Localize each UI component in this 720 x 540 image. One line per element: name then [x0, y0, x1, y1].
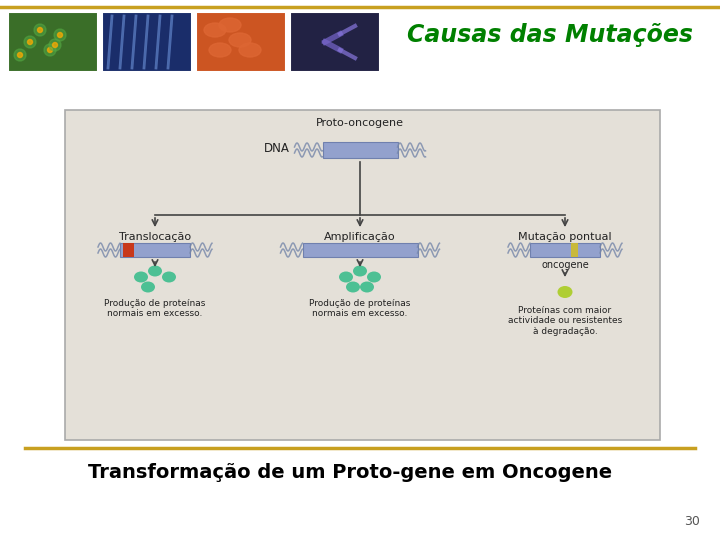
Text: Causas das Mutações: Causas das Mutações — [407, 23, 693, 47]
Circle shape — [53, 43, 58, 48]
Text: 30: 30 — [684, 515, 700, 528]
Ellipse shape — [204, 23, 226, 37]
Text: Produção de proteínas
normais em excesso.: Produção de proteínas normais em excesso… — [310, 299, 410, 319]
Ellipse shape — [134, 272, 148, 282]
Bar — [8, 12, 98, 72]
Text: Proto-oncogene: Proto-oncogene — [316, 118, 404, 128]
Bar — [530, 243, 600, 257]
Ellipse shape — [229, 33, 251, 47]
Text: Produção de proteínas
normais em excesso.: Produção de proteínas normais em excesso… — [104, 299, 206, 319]
Circle shape — [58, 32, 63, 37]
Ellipse shape — [162, 272, 176, 282]
Text: Proteínas com maior
actividade ou resistentes
à degradação.: Proteínas com maior actividade ou resist… — [508, 306, 622, 336]
Circle shape — [48, 48, 53, 52]
Text: Amplificação: Amplificação — [324, 232, 396, 242]
Ellipse shape — [346, 281, 360, 293]
Text: oncogene: oncogene — [541, 260, 589, 270]
Ellipse shape — [209, 43, 231, 57]
Text: Mutação pontual: Mutação pontual — [518, 232, 612, 242]
Bar — [290, 12, 380, 72]
Text: Translocação: Translocação — [119, 232, 191, 242]
Circle shape — [34, 24, 46, 36]
Circle shape — [49, 39, 61, 51]
Circle shape — [44, 44, 56, 56]
Text: DNA: DNA — [264, 143, 290, 156]
Bar — [323, 142, 397, 158]
Ellipse shape — [239, 43, 261, 57]
Ellipse shape — [148, 266, 162, 276]
Bar — [302, 243, 418, 257]
Bar — [123, 243, 134, 257]
Ellipse shape — [360, 281, 374, 293]
Circle shape — [24, 36, 36, 48]
Ellipse shape — [557, 286, 572, 298]
Circle shape — [37, 28, 42, 32]
Bar — [120, 243, 190, 257]
Circle shape — [27, 39, 32, 44]
Circle shape — [14, 49, 26, 61]
Ellipse shape — [353, 266, 367, 276]
Bar — [571, 243, 577, 257]
Ellipse shape — [219, 18, 241, 32]
Bar — [65, 110, 660, 440]
Bar — [102, 12, 192, 72]
Ellipse shape — [339, 272, 353, 282]
Bar — [196, 12, 286, 72]
Ellipse shape — [141, 281, 155, 293]
Circle shape — [54, 29, 66, 41]
Ellipse shape — [367, 272, 381, 282]
Circle shape — [17, 52, 22, 57]
Text: Transformação de um Proto-gene em Oncogene: Transformação de um Proto-gene em Oncoge… — [88, 462, 612, 482]
